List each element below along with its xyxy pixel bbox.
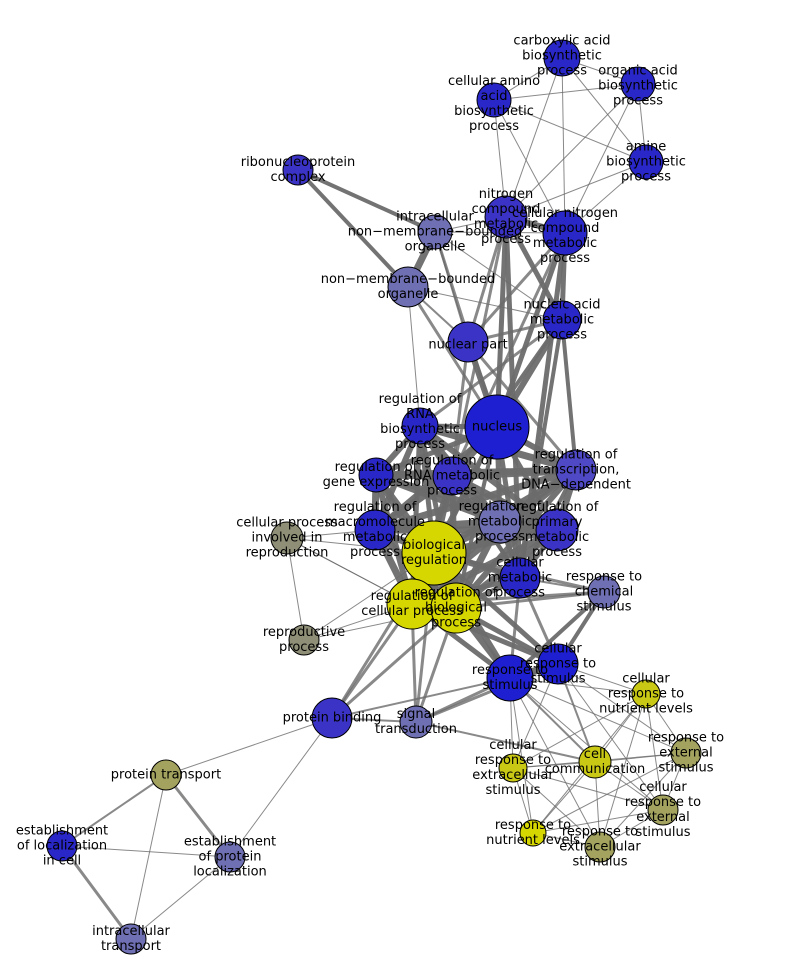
graph-edge [564, 83, 639, 234]
graph-node[interactable] [543, 39, 581, 77]
graph-edge [408, 526, 561, 608]
graph-edge [130, 774, 167, 940]
graph-edge [448, 466, 580, 480]
graph-edge [466, 231, 567, 344]
graph-node[interactable] [282, 154, 314, 186]
graph-edge [512, 693, 647, 769]
graph-node[interactable] [498, 753, 528, 783]
graph-node[interactable] [354, 509, 396, 551]
graph-edge [599, 693, 647, 848]
graph-edge [372, 471, 504, 526]
graph-edge [466, 340, 578, 472]
edge-layer [60, 57, 687, 941]
graph-node[interactable] [486, 654, 534, 702]
graph-edge [493, 99, 566, 234]
graph-node[interactable] [399, 705, 433, 739]
graph-node[interactable] [478, 500, 522, 544]
graph-node[interactable] [647, 794, 679, 826]
graph-edge [296, 168, 410, 289]
graph-edge [561, 57, 647, 163]
graph-node[interactable] [519, 819, 547, 847]
graph-node[interactable] [270, 521, 304, 555]
graph-edge [509, 677, 534, 834]
graph-node[interactable] [417, 214, 453, 250]
graph-node[interactable] [447, 321, 489, 363]
graph-edge [286, 537, 305, 641]
graph-edge [557, 663, 687, 754]
graph-node[interactable] [631, 679, 661, 709]
graph-node[interactable] [542, 210, 588, 256]
graph-edge [330, 606, 458, 720]
graph-node[interactable] [387, 266, 429, 308]
graph-edge [164, 773, 232, 859]
graph-edge [61, 845, 231, 858]
graph-node[interactable] [214, 841, 246, 873]
graph-edge [493, 99, 647, 163]
graph-node[interactable] [537, 643, 579, 685]
graph-edge [494, 230, 568, 430]
graph-edge [561, 57, 566, 234]
graph-node[interactable] [386, 578, 438, 630]
graph-edge [505, 83, 639, 218]
graph-edge [509, 677, 687, 754]
graph-edge [61, 774, 167, 847]
graph-edge [505, 57, 563, 218]
graph-node[interactable] [401, 520, 467, 586]
graph-edge [509, 677, 664, 811]
graph-node[interactable] [358, 457, 394, 493]
graph-edge [512, 767, 601, 848]
graph-edge [493, 83, 639, 101]
graph-node[interactable] [311, 697, 353, 739]
graph-node[interactable] [535, 508, 579, 552]
graph-node[interactable] [150, 759, 182, 791]
graph-edge [229, 717, 333, 858]
graph-edge [645, 693, 664, 811]
graph-node[interactable] [542, 300, 582, 340]
graph-edge [418, 318, 564, 428]
graph-node[interactable] [555, 449, 597, 491]
graph-edge [296, 168, 437, 234]
graph-edge [560, 318, 578, 472]
graph-edge [532, 809, 664, 834]
graph-edge [599, 752, 687, 848]
graph-node[interactable] [628, 144, 664, 180]
graph-node[interactable] [430, 582, 482, 634]
graph-edge [505, 161, 647, 218]
graph-node[interactable] [620, 66, 656, 102]
graph-node[interactable] [115, 923, 147, 955]
graph-node[interactable] [46, 830, 78, 862]
graph-node[interactable] [288, 624, 320, 656]
graph-edge [130, 856, 231, 940]
graph-node[interactable] [584, 831, 616, 863]
graph-edge [466, 215, 508, 344]
node-layer [46, 39, 702, 955]
graph-edge [165, 717, 333, 776]
graph-node[interactable] [670, 737, 702, 769]
graph-edge [494, 214, 509, 430]
graph-node[interactable] [464, 394, 530, 460]
graph-edge [60, 844, 133, 941]
graph-node[interactable] [401, 407, 439, 445]
graph-node[interactable] [587, 575, 621, 609]
graph-edge [371, 466, 580, 534]
graph-node[interactable] [432, 456, 472, 496]
graph-edge [415, 721, 596, 763]
graph-edge [512, 767, 664, 811]
graph-node[interactable] [499, 557, 541, 599]
graph-node[interactable] [476, 82, 512, 118]
graph-edge [407, 286, 421, 427]
graph-edge [509, 677, 601, 848]
graph-node[interactable] [578, 745, 612, 779]
graph-node[interactable] [484, 195, 528, 239]
graph-edge [331, 677, 511, 719]
graph-edge [532, 752, 687, 834]
